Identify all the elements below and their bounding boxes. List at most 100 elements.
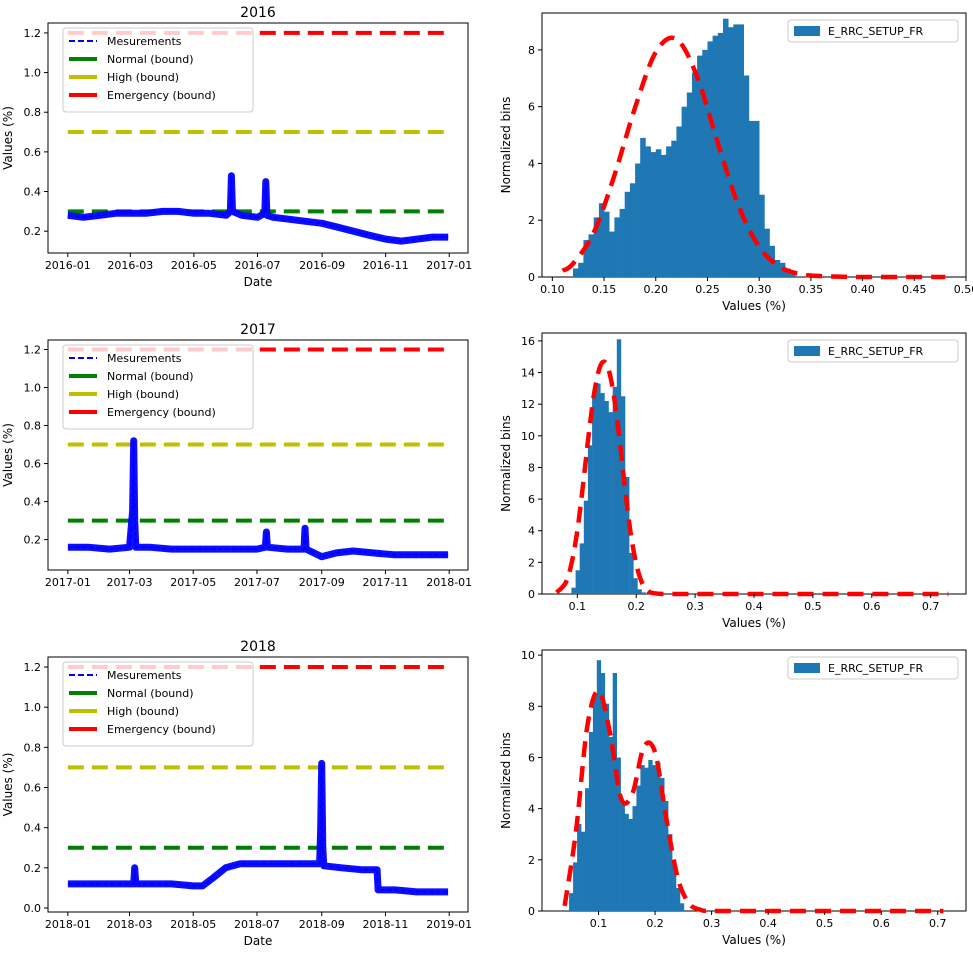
x-tick-label: 0.4 [759, 917, 777, 930]
histogram-bar [728, 27, 734, 278]
y-tick-label: 16 [521, 335, 535, 348]
histogram-bar [592, 696, 598, 911]
y-tick-label: 0.4 [24, 822, 42, 835]
y-tick-label: 0.6 [24, 782, 42, 795]
histogram-bar [600, 393, 605, 594]
legend-label: Normal (bound) [107, 53, 194, 66]
legend-label: Emergency (bound) [107, 723, 216, 736]
histogram-bar [608, 737, 613, 911]
x-tick-label: 2019-01 [426, 918, 472, 931]
legend-label: Normal (bound) [107, 370, 194, 383]
x-tick-label: 2018-01 [426, 576, 472, 589]
histogram-bar [660, 777, 665, 911]
x-tick-label: 0.40 [850, 283, 875, 296]
fit-curve [555, 359, 949, 597]
x-tick-label: 2016-11 [363, 259, 409, 272]
legend-box [787, 339, 959, 363]
histogram-bar [764, 228, 770, 277]
histogram-bar [733, 24, 739, 278]
y-tick-label: 0.2 [24, 534, 42, 547]
x-tick-label: 0.3 [703, 917, 721, 930]
histogram-bar [596, 383, 601, 594]
histogram-bar [592, 394, 597, 594]
x-tick-label: 0.45 [902, 283, 927, 296]
measurement-series [67, 759, 449, 896]
x-tick-label: 2016-09 [299, 259, 345, 272]
legend: Mesurements Normal (bound) High (bound) Eme… [62, 27, 254, 113]
histogram-bar [656, 762, 661, 911]
y-tick-label: 0.4 [24, 186, 42, 199]
x-tick-label: 0.1 [590, 917, 608, 930]
legend-label: Mesurements [107, 352, 182, 365]
legend-label: E_RRC_SETUP_FR [828, 662, 924, 675]
x-tick-label: 2018-05 [170, 918, 216, 931]
histogram-panel: 0 2 4 6 8 10 12 14 16 0.1 0.2 0.3 0.4 0.5 0.6 0.7 Values… [499, 332, 967, 630]
histogram-bar [604, 703, 610, 911]
y-tick-label: 1.2 [24, 27, 42, 40]
legend: Mesurements Normal (bound) High (bound) Eme… [62, 661, 254, 747]
legend-swatch [794, 26, 820, 36]
x-tick-label: 2017-11 [362, 576, 408, 589]
histogram-bar [578, 262, 584, 277]
legend-label: Emergency (bound) [107, 89, 216, 102]
y-axis-label: Values (%) [1, 753, 15, 817]
histogram-bar [707, 41, 713, 278]
histogram-bar [650, 152, 657, 277]
histogram-bar [676, 888, 681, 911]
legend-label: E_RRC_SETUP_FR [828, 345, 924, 358]
legend-swatch [794, 663, 820, 673]
legend-label: Normal (bound) [107, 687, 194, 700]
histogram-bar [604, 211, 610, 277]
axes-frame [47, 656, 469, 913]
histogram-bar [645, 146, 651, 277]
legend-box [787, 656, 959, 680]
y-tick-label: 1.2 [24, 344, 42, 357]
x-tick-label: 2018-03 [107, 918, 153, 931]
legend-box [787, 19, 959, 43]
histogram-bar [593, 217, 600, 277]
y-tick-label: 10 [521, 430, 535, 443]
histogram-bar [641, 592, 646, 594]
y-tick-label: 4 [528, 803, 535, 816]
y-tick-label: 4 [528, 157, 535, 170]
histogram-bar [717, 32, 724, 278]
y-tick-label: 2 [528, 854, 535, 867]
measurement-series [67, 172, 449, 245]
measurement-series-line [67, 175, 449, 243]
legend-label: Emergency (bound) [107, 406, 216, 419]
histogram-bar [583, 500, 589, 594]
legend-box [62, 661, 254, 747]
y-tick-label: 0.8 [24, 741, 42, 754]
x-tick-label: 2017-07 [234, 576, 280, 589]
x-tick-label: 0.15 [592, 283, 617, 296]
histogram-bar [679, 903, 685, 911]
y-tick-label: 6 [528, 751, 535, 764]
histogram-bar [608, 412, 613, 594]
x-tick-label: 0.4 [745, 600, 763, 613]
histogram-bar [620, 803, 625, 911]
histogram-bar [712, 35, 719, 278]
histogram-bar [581, 831, 586, 911]
y-tick-label: 6 [528, 493, 535, 506]
histogram-bar [738, 24, 744, 278]
histogram-bar [583, 240, 589, 277]
x-tick-label: 0.25 [695, 283, 720, 296]
x-tick-label: 0.5 [816, 917, 834, 930]
histogram-bar [686, 92, 693, 277]
x-tick-label: 0.2 [646, 917, 664, 930]
histogram-bar [588, 731, 594, 911]
histogram-bar [573, 268, 579, 277]
histogram-bar [609, 231, 615, 277]
timeseries-panel: 0.2 0.4 0.6 0.8 1.0 1.2 2016-01 2016-03 2016-05 2… [1, 5, 472, 289]
histogram-bar [614, 217, 620, 277]
x-tick-label: 2017-01 [426, 259, 472, 272]
x-tick-label: 2016-07 [234, 259, 280, 272]
legend-box [62, 27, 254, 113]
histogram-bar [577, 824, 582, 911]
x-tick-label: 2018-11 [362, 918, 408, 931]
histogram-bar [571, 587, 576, 594]
histogram-bar [644, 767, 649, 911]
y-tick-label: 8 [528, 461, 535, 474]
histogram-bar [743, 75, 750, 277]
histogram-bar [664, 801, 669, 911]
